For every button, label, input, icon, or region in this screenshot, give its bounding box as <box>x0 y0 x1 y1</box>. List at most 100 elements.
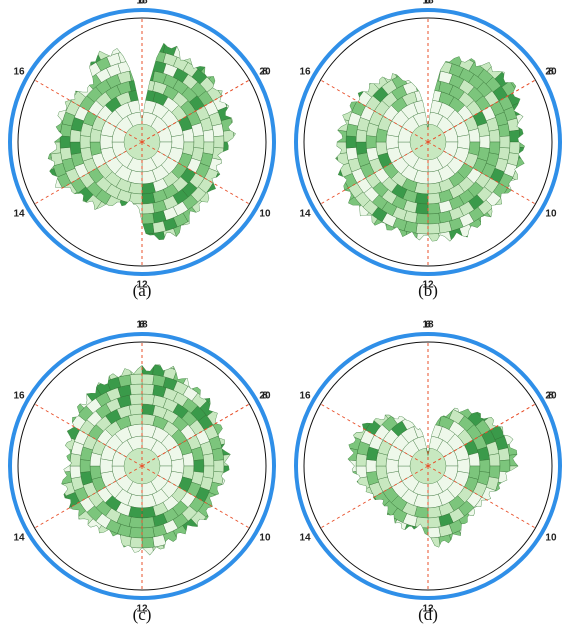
treemap-cell <box>79 459 91 473</box>
treemap-cell <box>130 28 142 41</box>
treemap-cell <box>501 408 517 421</box>
treemap-cell <box>61 441 64 456</box>
treemap-cell <box>494 520 511 537</box>
treemap-cell <box>479 367 495 383</box>
treemap-cell <box>99 134 113 150</box>
treemap-cell <box>348 487 353 502</box>
treemap-cell <box>44 492 57 506</box>
treemap-cell <box>363 510 380 527</box>
treemap-cell <box>381 56 397 72</box>
treemap-cell <box>529 130 542 142</box>
treemap-cell <box>469 362 485 378</box>
treemap-cell <box>128 516 143 529</box>
treemap-cell <box>226 492 231 507</box>
hour-label-14: 14 <box>299 209 311 220</box>
treemap-cell <box>129 69 143 82</box>
treemap-cell <box>142 567 154 580</box>
treemap-cell <box>439 29 452 43</box>
treemap-cell <box>393 43 407 56</box>
treemap-cell <box>28 142 41 154</box>
treemap-cell <box>457 458 471 474</box>
treemap-cell <box>106 364 122 370</box>
treemap-cell <box>320 174 335 189</box>
treemap-cell <box>129 526 143 539</box>
treemap-cell <box>501 511 517 528</box>
treemap-cell <box>488 129 501 143</box>
treemap-cell <box>404 353 417 367</box>
treemap-cell <box>392 388 406 401</box>
treemap-cell <box>57 57 74 74</box>
treemap-cell <box>427 79 442 92</box>
treemap-cell <box>316 163 331 177</box>
treemap-cell <box>212 497 228 513</box>
treemap-cell <box>353 528 370 545</box>
treemap-cell <box>449 541 464 547</box>
treemap-cell <box>69 465 82 479</box>
treemap-cell <box>141 393 155 406</box>
treemap-cell <box>48 95 50 111</box>
treemap-cell <box>365 135 377 149</box>
treemap-cell <box>515 436 518 451</box>
treemap-cell <box>29 153 43 166</box>
treemap-cell <box>403 534 418 547</box>
treemap-cell <box>336 454 347 466</box>
treemap-cell <box>99 458 113 474</box>
treemap-cell <box>509 465 518 479</box>
treemap-cell <box>200 528 217 545</box>
treemap-cell <box>202 465 215 479</box>
treemap-cell <box>360 56 378 60</box>
treemap-cell <box>361 367 377 383</box>
treemap-cell <box>516 183 525 200</box>
treemap-cell <box>76 56 92 72</box>
treemap-cell <box>477 523 494 540</box>
treemap-cell <box>173 364 189 374</box>
treemap-cell <box>61 511 69 528</box>
hour-line-10 <box>427 141 536 205</box>
treemap-cell <box>141 202 155 215</box>
treemap-cell <box>509 453 518 467</box>
treemap-cell <box>183 364 200 378</box>
treemap-cell <box>381 536 397 547</box>
treemap-cell <box>486 528 503 545</box>
treemap-cell <box>210 57 227 74</box>
hour-label-6: 6 <box>139 0 145 7</box>
hour-label-6: 6 <box>425 0 431 7</box>
treemap-cell <box>316 431 331 445</box>
treemap-cell <box>118 364 132 377</box>
treemap-cell <box>355 129 368 143</box>
treemap-cell <box>130 557 142 568</box>
treemap-cell <box>30 107 45 121</box>
treemap-cell <box>415 56 429 61</box>
hour-label-6: 6 <box>425 320 431 331</box>
treemap-cell <box>439 385 452 397</box>
treemap-cell <box>414 79 429 92</box>
treemap-cell <box>69 453 82 467</box>
treemap-cell <box>162 238 178 240</box>
hour-label-8: 8 <box>262 391 268 402</box>
treemap-cell <box>141 212 155 225</box>
treemap-cell <box>85 206 102 222</box>
treemap-cell <box>153 242 166 256</box>
treemap-cell <box>503 525 518 543</box>
treemap-cell <box>488 465 501 479</box>
treemap-cell <box>372 386 387 401</box>
treemap-cell <box>226 101 236 116</box>
treemap-cell <box>48 192 60 210</box>
treemap-cell <box>404 375 417 387</box>
treemap-cell <box>348 441 350 456</box>
treemap-cell <box>84 43 101 54</box>
treemap-cell <box>141 364 155 375</box>
treemap-cell <box>428 567 440 580</box>
treemap-cell <box>141 182 156 195</box>
treemap-cell <box>371 530 388 546</box>
treemap-cell <box>343 57 360 74</box>
treemap-cell <box>234 460 244 472</box>
treemap-cell <box>415 394 428 405</box>
treemap-cell <box>48 84 54 101</box>
treemap-cell <box>48 173 50 189</box>
treemap-cell <box>428 40 440 51</box>
treemap-cell <box>84 230 101 240</box>
treemap-cell <box>459 370 473 384</box>
treemap-cell <box>50 152 64 167</box>
treemap-cell <box>404 29 417 43</box>
